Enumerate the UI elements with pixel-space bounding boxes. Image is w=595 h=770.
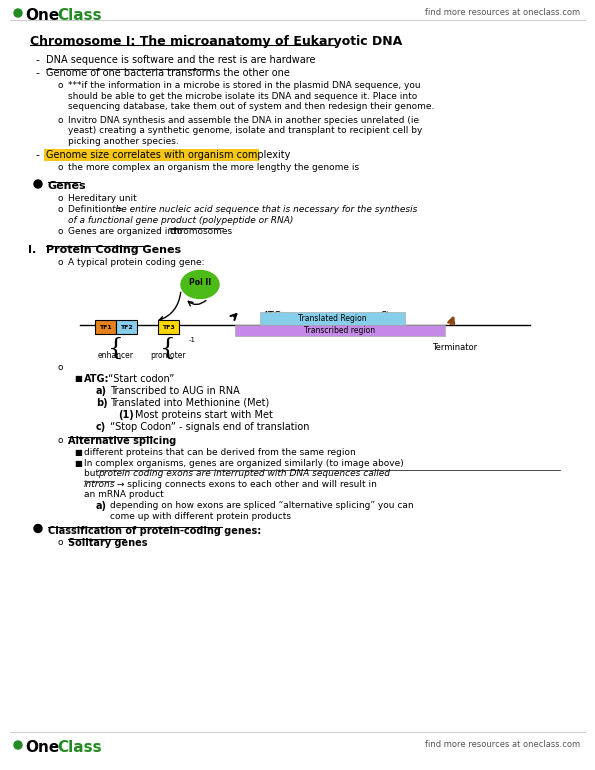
Text: -: - [35, 68, 39, 78]
Text: a): a) [96, 386, 107, 396]
Text: Pol II: Pol II [189, 278, 211, 287]
Text: TF2: TF2 [120, 324, 132, 330]
Text: b): b) [96, 397, 108, 407]
Text: “Start codon”: “Start codon” [105, 373, 174, 383]
Text: “Stop Codon” - signals end of translation: “Stop Codon” - signals end of translatio… [110, 421, 309, 431]
FancyBboxPatch shape [260, 312, 405, 324]
Text: Hereditary unit: Hereditary unit [68, 194, 137, 203]
Text: -: - [35, 55, 39, 65]
FancyArrowPatch shape [188, 300, 206, 306]
Text: different proteins that can be derived from the same region: different proteins that can be derived f… [84, 447, 356, 457]
Text: Solitary genes: Solitary genes [68, 537, 148, 547]
FancyBboxPatch shape [115, 320, 136, 334]
Circle shape [14, 741, 22, 749]
Text: One: One [25, 740, 60, 755]
Text: Translated into Methionine (Met): Translated into Methionine (Met) [110, 397, 270, 407]
Text: {: { [160, 336, 176, 360]
Text: o: o [57, 205, 62, 214]
Text: o: o [57, 81, 62, 90]
Text: Alternative splicing: Alternative splicing [68, 436, 176, 446]
Text: Invitro DNA synthesis and assemble the DNA in another species unrelated (ie: Invitro DNA synthesis and assemble the D… [68, 116, 419, 125]
FancyBboxPatch shape [44, 149, 259, 161]
Text: Stop: Stop [380, 310, 402, 320]
Text: DNA sequence is software and the rest is are hardware: DNA sequence is software and the rest is… [46, 55, 315, 65]
Text: a): a) [96, 501, 107, 511]
Text: ■: ■ [74, 447, 82, 457]
Text: the more complex an organism the more lengthy the genome is: the more complex an organism the more le… [68, 163, 359, 172]
Text: of a functional gene product (polypeptide or RNA): of a functional gene product (polypeptid… [68, 216, 293, 225]
Text: sequencing database, take them out of system and then redesign their genome.: sequencing database, take them out of sy… [68, 102, 434, 111]
Text: TF1: TF1 [99, 324, 111, 330]
Text: Most proteins start with Met: Most proteins start with Met [135, 410, 273, 420]
Text: o: o [57, 163, 62, 172]
Text: Chromosome I: The microanatomy of Eukaryotic DNA: Chromosome I: The microanatomy of Eukary… [30, 35, 402, 48]
Text: Genes: Genes [48, 181, 87, 191]
Text: Terminator: Terminator [433, 343, 478, 351]
FancyBboxPatch shape [158, 320, 178, 334]
Text: o: o [57, 257, 62, 266]
FancyBboxPatch shape [235, 324, 445, 336]
Text: Transcribed to AUG in RNA: Transcribed to AUG in RNA [110, 386, 240, 396]
Text: o: o [57, 436, 62, 444]
Text: c): c) [96, 421, 107, 431]
Text: I.: I. [28, 245, 36, 255]
Text: One: One [25, 8, 60, 23]
Text: but: but [84, 469, 102, 478]
Text: Class: Class [57, 740, 102, 755]
Text: o: o [57, 363, 62, 371]
Text: promoter: promoter [150, 350, 186, 360]
Text: yeast) creating a synthetic genome, isolate and transplant to recipient cell by: yeast) creating a synthetic genome, isol… [68, 126, 422, 135]
Text: introns: introns [84, 480, 115, 488]
Text: find more resources at oneclass.com: find more resources at oneclass.com [425, 740, 580, 749]
Text: come up with different protein products: come up with different protein products [110, 511, 291, 521]
FancyArrowPatch shape [159, 293, 181, 321]
Text: Class: Class [57, 8, 102, 23]
Text: enhancer: enhancer [98, 350, 134, 360]
Text: Genes are organized into: Genes are organized into [68, 226, 185, 236]
Text: Definition =: Definition = [68, 205, 126, 214]
Text: Classification of protein-coding genes:: Classification of protein-coding genes: [48, 525, 261, 535]
Text: -1: -1 [189, 336, 196, 343]
Text: depending on how exons are spliced “alternative splicing” you can: depending on how exons are spliced “alte… [110, 501, 414, 510]
Text: → splicing connects exons to each other and will result in: → splicing connects exons to each other … [114, 480, 377, 488]
Text: o: o [57, 116, 62, 125]
Text: TF3: TF3 [162, 324, 174, 330]
Circle shape [34, 180, 42, 188]
Text: ATG:: ATG: [84, 373, 109, 383]
Text: chromosomes: chromosomes [169, 226, 232, 236]
Text: (1): (1) [118, 410, 134, 420]
Text: the entire nucleic acid sequence that is necessary for the synthesis: the entire nucleic acid sequence that is… [112, 205, 417, 214]
Text: Genome size correlates with organism complexity: Genome size correlates with organism com… [46, 150, 290, 160]
Text: o: o [57, 194, 62, 203]
Text: Genome of one bacteria transforms the other one: Genome of one bacteria transforms the ot… [46, 68, 290, 78]
Text: protein coding exons are interrupted with DNA sequences called: protein coding exons are interrupted wit… [98, 469, 390, 478]
Circle shape [34, 524, 42, 533]
Text: ■: ■ [74, 373, 82, 383]
Text: ATG: ATG [263, 310, 282, 320]
Text: find more resources at oneclass.com: find more resources at oneclass.com [425, 8, 580, 17]
Text: an mRNA product: an mRNA product [84, 490, 164, 499]
Text: picking another species.: picking another species. [68, 136, 178, 146]
Text: o: o [57, 226, 62, 236]
Text: Transcribed region: Transcribed region [305, 326, 375, 334]
Text: {: { [108, 336, 124, 360]
Circle shape [14, 9, 22, 17]
Text: In complex organisms, genes are organized similarly (to image above): In complex organisms, genes are organize… [84, 458, 404, 467]
Ellipse shape [181, 270, 219, 299]
Text: ***if the information in a microbe is stored in the plasmid DNA sequence, you: ***if the information in a microbe is st… [68, 81, 421, 90]
Text: Protein Coding Genes: Protein Coding Genes [46, 245, 181, 255]
Text: Translated Region: Translated Region [298, 313, 367, 323]
FancyBboxPatch shape [95, 320, 115, 334]
Text: ■: ■ [74, 458, 82, 467]
Text: o: o [57, 537, 62, 547]
Text: -: - [35, 150, 39, 160]
Text: should be able to get the microbe isolate its DNA and sequence it. Place into: should be able to get the microbe isolat… [68, 92, 417, 101]
Text: A typical protein coding gene:: A typical protein coding gene: [68, 257, 205, 266]
